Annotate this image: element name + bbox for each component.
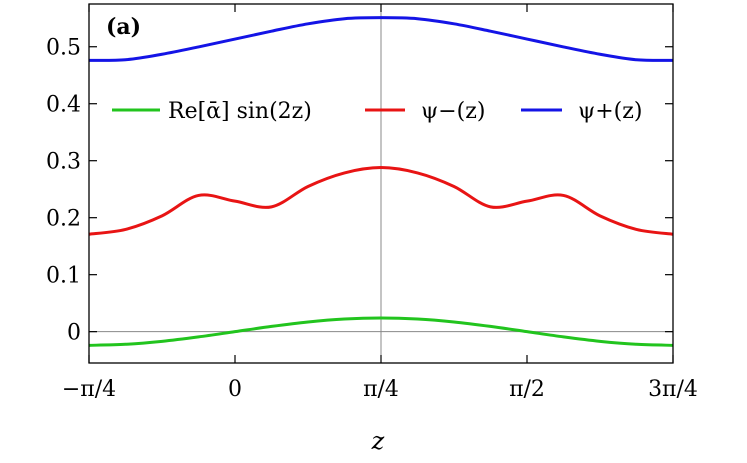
y-tick-label: 0 — [67, 321, 81, 346]
reference-lines — [89, 4, 673, 363]
series-layer — [88, 16, 674, 347]
y-tick-label: 0.2 — [46, 207, 81, 232]
x-tick-label: −π/4 — [62, 377, 116, 402]
series-line-2 — [88, 16, 674, 62]
y-tick-label: 0.5 — [46, 36, 81, 61]
series-line-0 — [88, 316, 674, 347]
legend: Re[ᾱ] sin(2z) ψ−(z) ψ+(z) — [112, 99, 642, 124]
series-line-1 — [88, 166, 674, 236]
x-axis-title: z — [371, 427, 385, 455]
x-tick-label: 3π/4 — [648, 377, 698, 402]
x-tick-label: 0 — [228, 377, 242, 402]
x-tick-label: π/2 — [509, 377, 545, 402]
plot-frame — [88, 3, 674, 364]
axis-ticks: −π/4 0 π/4 π/2 3π/4 0 0.1 0.2 0.3 0.4 0.5 — [46, 4, 698, 402]
y-tick-label: 0.4 — [46, 93, 81, 118]
y-tick-label: 0.3 — [46, 150, 81, 175]
y-tick-label: 0.1 — [46, 264, 81, 289]
legend-label-2: ψ+(z) — [578, 99, 642, 124]
legend-label-0: Re[ᾱ] sin(2z) — [168, 99, 312, 124]
legend-label-1: ψ−(z) — [421, 99, 485, 124]
panel-label: (a) — [106, 14, 141, 40]
x-tick-label: π/4 — [363, 377, 399, 402]
